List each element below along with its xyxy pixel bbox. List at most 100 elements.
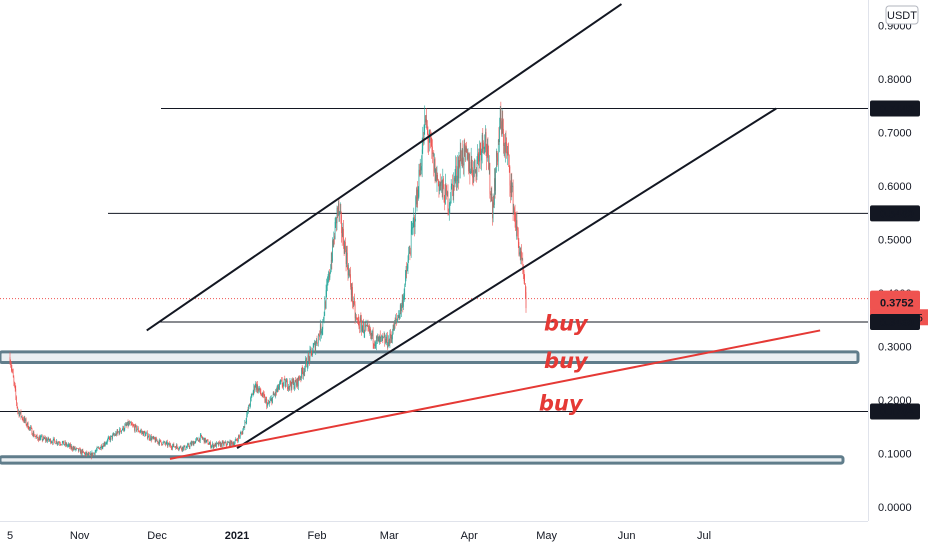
candle-body — [443, 187, 445, 202]
candle-body — [107, 438, 109, 440]
candle-body — [170, 444, 171, 447]
candle-body — [94, 451, 96, 455]
candle-body — [488, 154, 489, 170]
candle-body — [225, 441, 227, 445]
candle-body — [446, 186, 447, 197]
candle-body — [346, 252, 347, 264]
candle-body — [343, 228, 344, 246]
x-tick-label: Jun — [618, 530, 636, 542]
candle-body — [196, 438, 197, 440]
candle-body — [405, 270, 407, 274]
candle-body — [298, 376, 300, 380]
candle-body — [161, 444, 163, 446]
candle-body — [19, 413, 20, 416]
candle-body — [65, 442, 66, 445]
candle-body — [422, 137, 424, 150]
candle-body — [145, 433, 146, 437]
candle-body — [104, 442, 106, 445]
support-zones — [0, 350, 860, 465]
candle-body — [288, 385, 290, 387]
candle-body — [21, 416, 22, 417]
candle-body — [351, 287, 353, 295]
candle-body — [130, 422, 132, 425]
candle-body — [125, 424, 126, 426]
candle-body — [407, 268, 408, 272]
candle-body — [494, 178, 495, 205]
candle-body — [513, 208, 515, 213]
x-tick-label: Mar — [380, 530, 399, 542]
candle-body — [147, 432, 148, 439]
candle-body — [495, 171, 496, 191]
candle-body — [416, 197, 417, 205]
candle-body — [315, 344, 317, 351]
candle-body — [318, 334, 320, 336]
candle-body — [216, 442, 218, 444]
candle-body — [343, 245, 345, 254]
candle-body — [407, 260, 409, 269]
candle-body — [519, 252, 521, 257]
candle-body — [167, 441, 168, 446]
candle-body — [476, 159, 478, 177]
candle-body — [363, 332, 365, 334]
candle-body — [242, 429, 244, 435]
candle-body — [263, 392, 264, 395]
candle-body — [29, 427, 30, 430]
candle-body — [341, 214, 342, 234]
candle-body — [517, 230, 519, 243]
candle-body — [239, 436, 240, 437]
candle-body — [285, 382, 287, 387]
candle-body — [359, 318, 361, 329]
time-axis[interactable]: 5 Nov Dec 2021 Feb Mar Apr May Jun Jul — [0, 521, 868, 550]
candle-body — [483, 142, 484, 149]
candle-body — [348, 269, 350, 275]
x-tick-label: Nov — [70, 530, 90, 542]
candle-body — [249, 405, 251, 407]
candle-body — [21, 416, 23, 419]
candle-body — [350, 274, 351, 287]
candle-body — [365, 324, 366, 328]
candle-body — [348, 269, 349, 276]
candle-body — [247, 410, 248, 415]
candle-body — [49, 439, 51, 441]
candle-body — [67, 445, 68, 447]
candle-body — [420, 167, 422, 171]
candle-body — [417, 189, 418, 199]
candle-body — [265, 399, 267, 400]
candle-body — [316, 339, 318, 343]
candle-body — [323, 318, 324, 320]
candle-body — [147, 437, 149, 439]
candle-body — [75, 449, 77, 450]
candle-body — [63, 444, 65, 445]
candle-body — [375, 344, 377, 346]
candle-body — [372, 330, 374, 344]
candle-body — [223, 442, 224, 445]
candle-body — [54, 440, 56, 444]
candle-body — [175, 447, 177, 449]
candle-body — [364, 324, 366, 333]
candle-body — [484, 141, 486, 148]
candle-body — [225, 441, 226, 443]
candle-body — [459, 160, 460, 167]
candle-body — [179, 446, 181, 447]
candle-body — [517, 229, 518, 231]
candle-body — [492, 199, 493, 219]
candle-body — [479, 148, 481, 149]
candle-body — [255, 383, 257, 387]
candle-body — [85, 452, 87, 454]
candle-body — [198, 438, 200, 442]
candle-body — [174, 446, 175, 448]
price-label-box — [870, 403, 920, 420]
candle-body — [339, 210, 341, 212]
candle-body — [253, 385, 255, 392]
candle-body — [295, 380, 297, 383]
candle-body — [288, 385, 289, 389]
candle-body — [413, 216, 415, 221]
candle-body — [272, 397, 273, 404]
candle-body — [30, 427, 31, 429]
candle-body — [197, 438, 198, 441]
candle-body — [209, 442, 211, 444]
candle-body — [352, 287, 353, 303]
price-axis[interactable]: 0.00000.10000.20000.30000.40000.50000.60… — [868, 0, 932, 550]
candle-body — [276, 389, 277, 392]
